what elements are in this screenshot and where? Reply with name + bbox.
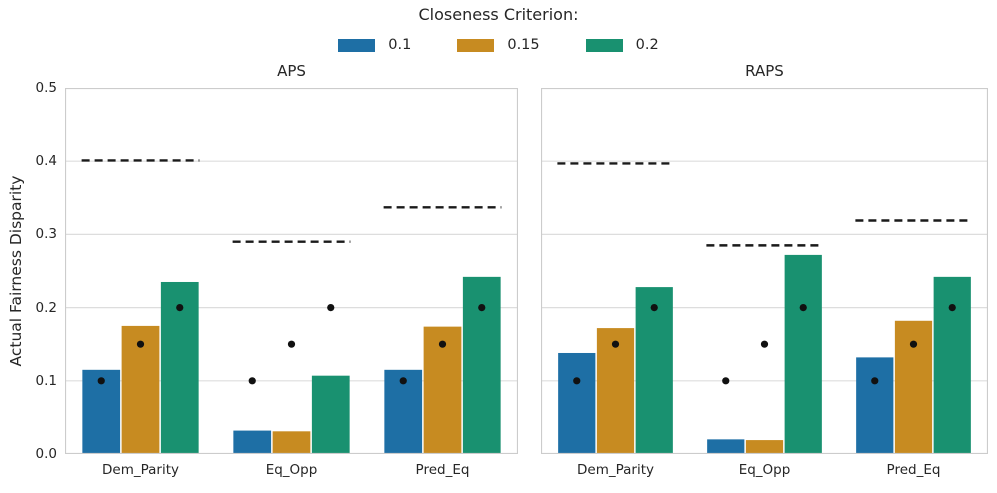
- criterion-dot-Pred_Eq-0.15: [438, 340, 447, 348]
- criterion-dot-Eq_Opp-0.15: [287, 340, 296, 348]
- legend-item-0.1: 0.1: [338, 37, 411, 53]
- legend: 0.1 0.15 0.2: [0, 37, 997, 53]
- criterion-dot-Eq_Opp-0.15: [760, 340, 769, 348]
- legend-title: Closeness Criterion:: [418, 5, 579, 24]
- plot-border: [541, 88, 988, 454]
- y-tick-label: 0.4: [35, 153, 57, 170]
- bar-Dem_Parity-0.15: [596, 328, 635, 454]
- y-tick-label: 0.0: [35, 446, 57, 462]
- bar-Eq_Opp-0.1: [707, 439, 745, 454]
- plot-border: [65, 88, 518, 454]
- y-tick-label: 0.2: [35, 299, 57, 316]
- subplot-raps: [541, 88, 988, 454]
- criterion-dot-Dem_Parity-0.2: [176, 304, 184, 312]
- subplot-aps: [65, 88, 518, 454]
- bar-Eq_Opp-0.2: [784, 254, 822, 454]
- criterion-dot-Pred_Eq-0.2: [478, 304, 486, 312]
- criterion-dot-Eq_Opp-0.2: [327, 304, 335, 312]
- y-tick-label: 0.5: [35, 80, 57, 96]
- y-axis-label: Actual Fairness Disparity: [7, 175, 25, 367]
- bar-Pred_Eq-0.1: [856, 357, 894, 454]
- criterion-dot-Dem_Parity-0.2: [650, 304, 658, 312]
- bar-Eq_Opp-0.1: [233, 430, 272, 454]
- x-tick-label: Pred_Eq: [886, 462, 941, 478]
- legend-swatch-icon: [338, 38, 376, 52]
- legend-item-0.2: 0.2: [585, 37, 659, 53]
- criterion-dot-Eq_Opp-0.1: [248, 377, 256, 385]
- bar-Dem_Parity-0.2: [635, 287, 673, 454]
- bar-Pred_Eq-0.2: [933, 276, 971, 454]
- subplot-title-aps: APS: [277, 62, 306, 80]
- bar-Eq_Opp-0.15: [272, 431, 311, 454]
- legend-item-label: 0.15: [507, 37, 540, 53]
- bar-Dem_Parity-0.1: [558, 352, 596, 454]
- bar-Eq_Opp-0.2: [311, 375, 350, 454]
- criterion-dot-Dem_Parity-0.15: [136, 340, 145, 348]
- legend-item-0.15: 0.15: [457, 37, 540, 53]
- criterion-dot-Eq_Opp-0.1: [722, 377, 730, 385]
- bar-Eq_Opp-0.15: [745, 440, 784, 454]
- criterion-dot-Dem_Parity-0.15: [611, 340, 620, 348]
- legend-item-label: 0.2: [635, 37, 659, 53]
- legend-swatch-icon: [457, 38, 495, 52]
- y-tick-label: 0.1: [35, 372, 57, 389]
- criterion-dot-Pred_Eq-0.1: [871, 377, 879, 385]
- x-tick-label: Pred_Eq: [415, 462, 470, 478]
- y-tick-label: 0.3: [35, 226, 57, 243]
- x-tick-label: Eq_Opp: [265, 462, 318, 478]
- legend-swatch-icon: [585, 38, 623, 52]
- x-tick-label: Dem_Parity: [102, 462, 179, 478]
- x-tick-label: Eq_Opp: [738, 462, 791, 478]
- criterion-dot-Dem_Parity-0.1: [97, 377, 105, 385]
- subplot-title-raps: RAPS: [745, 62, 784, 80]
- legend-item-label: 0.1: [388, 37, 412, 53]
- criterion-dot-Pred_Eq-0.2: [948, 304, 956, 312]
- criterion-dot-Pred_Eq-0.15: [909, 340, 918, 348]
- criterion-dot-Dem_Parity-0.1: [573, 377, 581, 385]
- x-tick-label: Dem_Parity: [577, 462, 654, 478]
- criterion-dot-Pred_Eq-0.1: [399, 377, 407, 385]
- bar-Pred_Eq-0.15: [423, 326, 462, 454]
- criterion-dot-Eq_Opp-0.2: [799, 304, 807, 312]
- bar-Pred_Eq-0.2: [462, 276, 501, 454]
